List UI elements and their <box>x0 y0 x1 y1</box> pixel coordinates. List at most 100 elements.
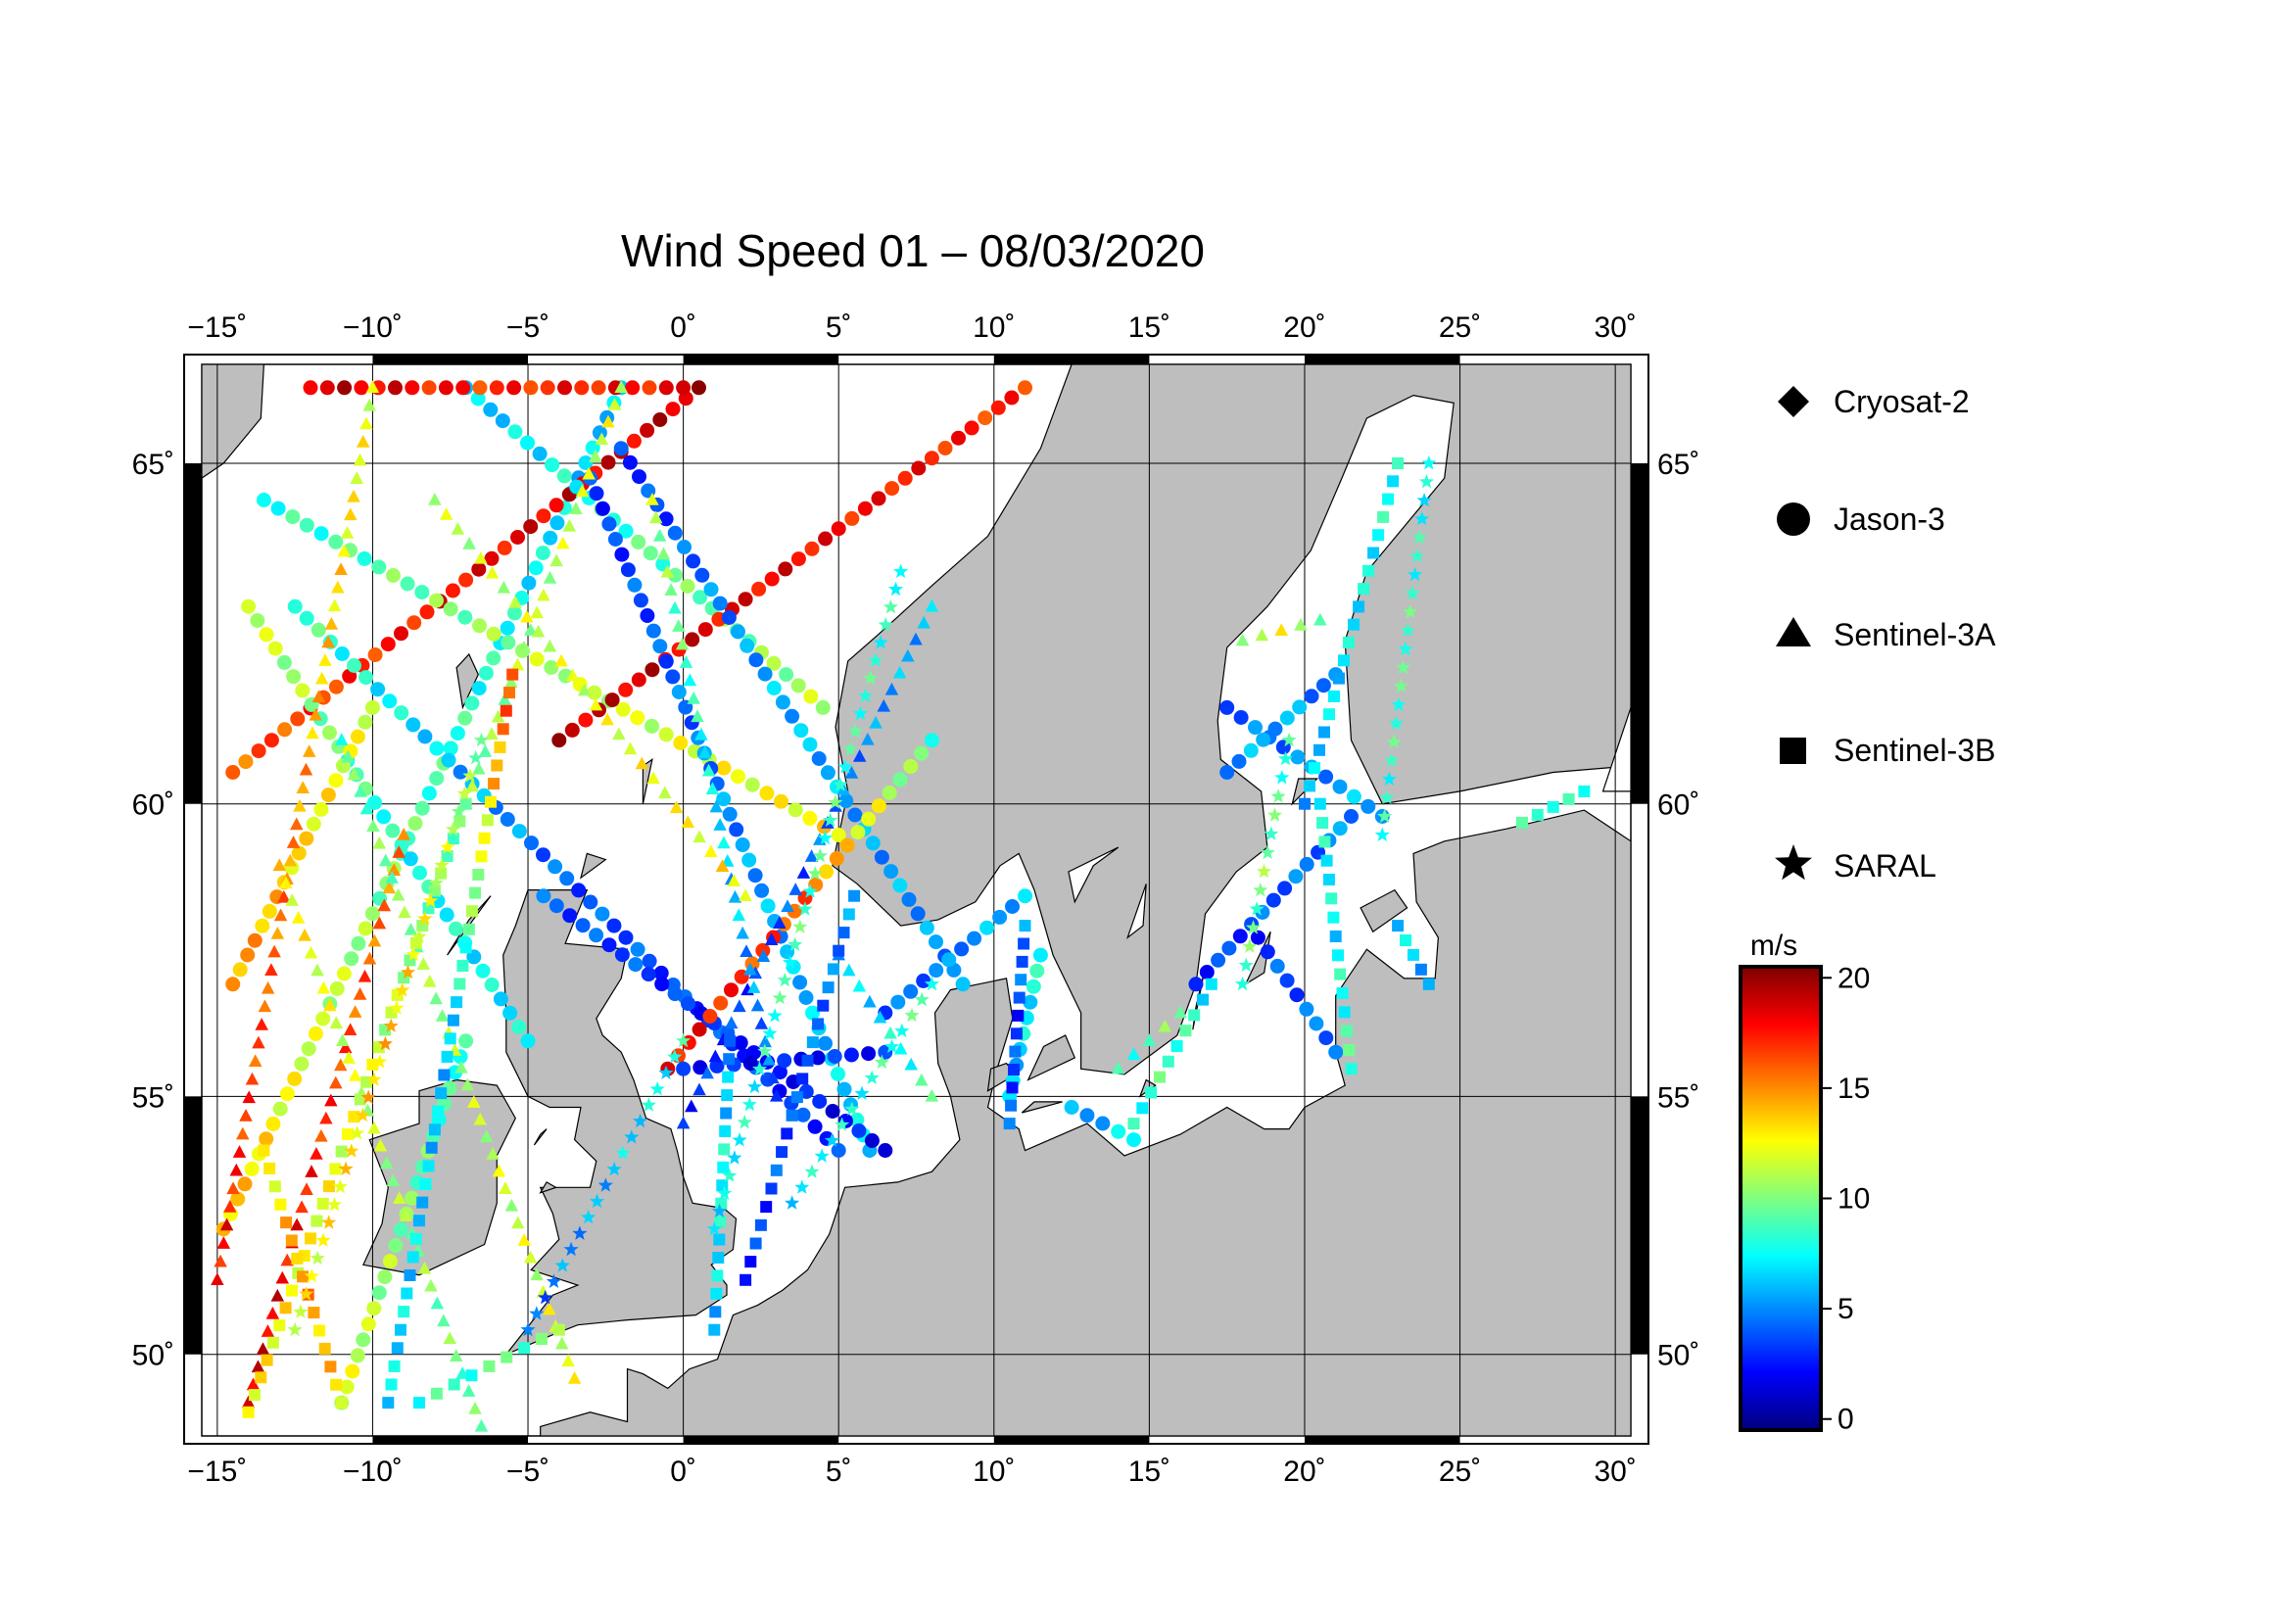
data-point-saral <box>667 1049 683 1064</box>
data-point-jason-3 <box>798 990 814 1005</box>
data-point-jason-3 <box>328 534 344 549</box>
legend-label-sentinel-3a: Sentinel-3A <box>1834 617 1996 652</box>
data-point-sentinel-3a <box>435 1009 450 1022</box>
data-point-jason-3 <box>419 604 435 620</box>
colorbar-tick-label: 15 <box>1838 1073 1870 1105</box>
data-point-saral <box>1418 474 1435 489</box>
data-point-sentinel-3b <box>1336 986 1349 999</box>
data-point-sentinel-3a <box>397 828 410 840</box>
data-point-saral <box>563 1241 579 1257</box>
data-point-jason-3 <box>839 837 855 853</box>
data-point-sentinel-3a <box>554 653 568 667</box>
data-point-sentinel-3a <box>310 1147 323 1160</box>
data-point-sentinel-3a <box>392 1191 406 1205</box>
data-point-jason-3 <box>299 610 314 626</box>
data-point-sentinel-3a <box>386 1173 401 1187</box>
data-point-sentinel-3a <box>316 980 331 994</box>
data-point-jason-3 <box>632 469 646 485</box>
data-point-jason-3 <box>475 963 491 979</box>
data-point-jason-3 <box>244 1161 260 1176</box>
data-point-jason-3 <box>295 683 310 698</box>
data-point-jason-3 <box>1064 1100 1079 1115</box>
data-point-sentinel-3a <box>575 484 590 498</box>
data-point-jason-3 <box>336 966 352 981</box>
data-point-sentinel-3b <box>305 1232 316 1245</box>
data-point-sentinel-3a <box>852 979 867 992</box>
data-point-sentinel-3a <box>429 991 443 1005</box>
data-point-sentinel-3a <box>362 398 376 411</box>
data-point-jason-3 <box>673 736 689 750</box>
data-point-saral <box>400 964 416 979</box>
data-point-saral <box>406 946 421 962</box>
data-point-saral <box>807 866 823 881</box>
data-point-sentinel-3b <box>1304 780 1315 792</box>
longitude-label-bottom: 5˚ <box>826 1456 852 1488</box>
frame-bar-bottom <box>372 1436 529 1444</box>
data-point-sentinel-3a <box>901 648 915 662</box>
data-point-jason-3 <box>1126 1132 1141 1148</box>
data-point-sentinel-3a <box>607 397 622 410</box>
data-point-sentinel-3a <box>701 763 716 777</box>
data-point-jason-3 <box>495 413 510 429</box>
data-point-sentinel-3b <box>1414 963 1427 976</box>
lake-ladoga <box>1601 707 1631 792</box>
data-point-jason-3 <box>286 669 302 685</box>
data-point-jason-3 <box>357 550 372 566</box>
colorbar: m/s 0 5 10 15 20 <box>1739 930 1870 1436</box>
data-point-sentinel-3a <box>290 1218 304 1231</box>
map-frame-bars <box>184 355 1648 1444</box>
data-point-jason-3 <box>861 811 877 827</box>
data-point-sentinel-3a <box>543 571 557 584</box>
data-point-jason-3 <box>303 380 318 396</box>
data-point-jason-3 <box>795 1107 811 1122</box>
longitude-label-bottom: 10˚ <box>973 1456 1015 1488</box>
data-point-sentinel-3b <box>313 1324 326 1337</box>
data-point-jason-3 <box>992 909 1008 925</box>
data-point-sentinel-3a <box>334 562 348 575</box>
data-point-sentinel-3a <box>232 1145 247 1158</box>
data-point-sentinel-3a <box>214 1254 227 1267</box>
data-point-sentinel-3b <box>1329 931 1342 942</box>
data-point-jason-3 <box>658 727 674 742</box>
data-point-jason-3 <box>808 877 824 892</box>
data-point-jason-3 <box>831 828 846 842</box>
data-point-sentinel-3a <box>347 767 361 781</box>
data-point-jason-3 <box>328 679 344 694</box>
data-point-sentinel-3b <box>323 1180 335 1193</box>
data-point-sentinel-3a <box>520 609 534 623</box>
data-point-sentinel-3a <box>319 1111 333 1124</box>
data-point-jason-3 <box>766 655 782 671</box>
data-point-jason-3 <box>414 800 430 816</box>
star-icon <box>1775 844 1812 881</box>
data-point-jason-3 <box>735 837 750 852</box>
data-point-jason-3 <box>1344 809 1359 824</box>
data-point-saral <box>858 688 874 703</box>
data-point-sentinel-3a <box>562 518 577 532</box>
data-point-sentinel-3b <box>1003 1118 1016 1130</box>
data-point-sentinel-3a <box>358 969 372 982</box>
data-point-jason-3 <box>589 928 604 943</box>
data-point-jason-3 <box>607 532 623 547</box>
data-point-jason-3 <box>722 806 738 822</box>
frame-bar-top <box>683 355 839 364</box>
data-point-sentinel-3a <box>740 944 753 957</box>
data-point-jason-3 <box>883 864 899 880</box>
data-point-jason-3 <box>1315 678 1331 693</box>
data-point-jason-3 <box>802 737 818 752</box>
data-point-saral <box>887 581 904 597</box>
latitude-label-right: 65˚ <box>1657 449 1699 481</box>
data-point-sentinel-3b <box>416 1196 429 1209</box>
colorbar-tick-label: 0 <box>1838 1404 1854 1436</box>
data-point-sentinel-3a <box>310 963 324 977</box>
data-point-jason-3 <box>351 935 366 951</box>
data-point-sentinel-3a <box>623 741 638 755</box>
data-point-jason-3 <box>731 624 745 640</box>
longitude-label-top: 25˚ <box>1439 311 1481 344</box>
data-point-saral <box>844 1101 860 1116</box>
data-point-sentinel-3a <box>746 980 761 993</box>
data-point-jason-3 <box>1279 710 1295 726</box>
longitude-label-bottom: 0˚ <box>670 1456 696 1488</box>
data-point-jason-3 <box>1269 958 1285 974</box>
data-point-jason-3 <box>344 951 359 967</box>
data-point-jason-3 <box>803 689 819 704</box>
